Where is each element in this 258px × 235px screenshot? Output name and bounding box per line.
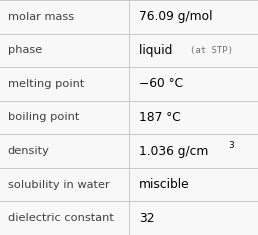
Text: solubility in water: solubility in water <box>8 180 109 190</box>
Text: (at STP): (at STP) <box>190 46 233 55</box>
Text: melting point: melting point <box>8 79 84 89</box>
Text: −60 °C: −60 °C <box>139 77 183 90</box>
Text: 76.09 g/mol: 76.09 g/mol <box>139 10 213 23</box>
Text: miscible: miscible <box>139 178 190 191</box>
Text: molar mass: molar mass <box>8 12 74 22</box>
Text: density: density <box>8 146 50 156</box>
Text: 187 °C: 187 °C <box>139 111 181 124</box>
Text: boiling point: boiling point <box>8 113 79 122</box>
Text: 3: 3 <box>228 141 234 149</box>
Text: 32: 32 <box>139 212 155 225</box>
Text: 1.036 g/cm: 1.036 g/cm <box>139 145 209 158</box>
Text: liquid: liquid <box>139 44 180 57</box>
Text: dielectric constant: dielectric constant <box>8 213 114 223</box>
Text: phase: phase <box>8 45 42 55</box>
